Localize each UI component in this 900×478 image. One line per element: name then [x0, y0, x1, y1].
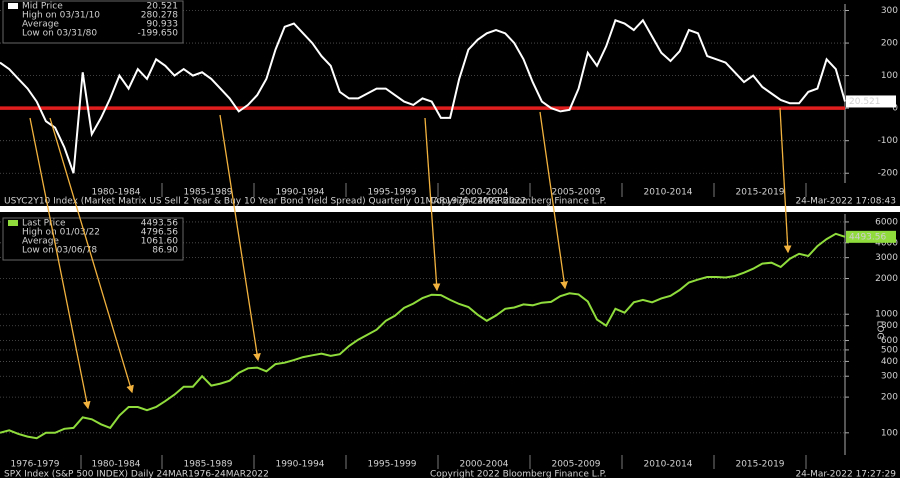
y-tick-label: -100	[878, 136, 899, 146]
footer-text: Copyright 2022 Bloomberg Finance L.P.	[430, 197, 606, 207]
y-tick-label: 6000	[875, 217, 898, 227]
data-line	[0, 18, 846, 174]
legend-value: 4493.56	[141, 219, 178, 229]
y-tick-label: 200	[881, 39, 898, 49]
y-tick-label: 4000	[875, 238, 898, 248]
footer-text: 24-Mar-2022 17:08:43	[795, 197, 896, 207]
legend-label: High on 03/31/10	[22, 11, 100, 21]
x-tick-label: 2015-2019	[735, 188, 784, 198]
legend-value: 20.521	[147, 2, 179, 12]
x-tick-label: 1990-1994	[275, 188, 324, 198]
legend-value: 90.933	[147, 20, 179, 30]
x-tick-label: 1980-1984	[91, 188, 140, 198]
y-tick-label: 300	[881, 6, 898, 16]
legend-swatch	[8, 220, 18, 226]
x-tick-label: 1990-1994	[275, 460, 324, 470]
y-tick-label: 500	[881, 345, 898, 355]
y-tick-label: -200	[878, 169, 899, 179]
arrow	[219, 114, 261, 362]
x-tick-label: 1985-1989	[183, 188, 232, 198]
legend-label: Low on 03/06/78	[22, 246, 97, 256]
legend-value: 280.278	[141, 11, 178, 21]
last-value-box	[846, 230, 896, 243]
legend-label: High on 01/03/22	[22, 228, 100, 238]
arrow	[29, 117, 91, 410]
y-tick-label: 200	[881, 393, 898, 403]
y-tick-label: 0	[892, 104, 898, 114]
legend: Last Price 4493.56 High on 01/03/22 4796.56…	[2, 217, 184, 261]
legend-label: Last Price	[22, 219, 66, 229]
y-tick-label: 100	[881, 71, 898, 81]
x-tick-label: 1985-1989	[183, 460, 232, 470]
y-tick-label: 300	[881, 372, 898, 382]
arrow	[539, 111, 568, 290]
arrow	[779, 107, 792, 254]
legend: Mid Price 20.521 High on 03/31/10 280.278 Av…	[2, 0, 184, 44]
y-tick-label: 600	[881, 336, 898, 346]
legend-swatch	[8, 3, 18, 9]
y-tick-label: 1000	[875, 310, 898, 320]
legend-value: 4796.56	[141, 228, 178, 238]
arrow	[424, 117, 441, 292]
legend-label: Average	[22, 20, 59, 30]
y-axis-label: LOG	[875, 321, 885, 340]
x-tick-label: 1976-1979	[10, 460, 59, 470]
legend-label: Mid Price	[22, 2, 63, 12]
x-tick-label: 1995-1999	[367, 188, 416, 198]
legend-value: -199.650	[138, 29, 179, 39]
x-tick-label: 2010-2014	[643, 460, 692, 470]
annotation-arrows	[29, 107, 792, 410]
x-tick-label: 2000-2004	[459, 188, 508, 198]
data-line	[0, 232, 846, 440]
x-tick-label: 2015-2019	[735, 460, 784, 470]
x-tick-label: 2010-2014	[643, 188, 692, 198]
last-value-label: 4493.56	[849, 232, 886, 242]
panel-separator	[0, 206, 900, 212]
x-tick-label: 2000-2004	[459, 460, 508, 470]
y-tick-label: 400	[881, 357, 898, 367]
last-value-box	[846, 95, 896, 108]
y-tick-label: 100	[881, 428, 898, 438]
footer-text: SPX Index (S&P 500 INDEX) Daily 24MAR197…	[4, 470, 269, 478]
footer-text: Copyright 2022 Bloomberg Finance L.P.	[430, 470, 606, 478]
x-tick-label: 2005-2009	[551, 460, 600, 470]
footer-text: 24-Mar-2022 17:27:29	[795, 470, 896, 478]
legend-label: Average	[22, 237, 59, 247]
y-tick-label: 800	[881, 321, 898, 331]
legend-value: 86.90	[152, 246, 178, 256]
y-tick-label: 3000	[875, 253, 898, 263]
legend-box	[2, 0, 184, 44]
legend-value: 1061.60	[141, 237, 178, 247]
y-tick-label: 2000	[875, 274, 898, 284]
x-tick-label: 2005-2009	[551, 188, 600, 198]
arrow	[49, 117, 134, 394]
x-tick-label: 1995-1999	[367, 460, 416, 470]
legend-label: Low on 03/31/80	[22, 29, 97, 39]
x-tick-label: 1980-1984	[91, 460, 140, 470]
footer-text: USYC2Y10 Index (Market Matrix US Sell 2 …	[4, 197, 526, 207]
last-value-label: 20.521	[849, 97, 881, 107]
